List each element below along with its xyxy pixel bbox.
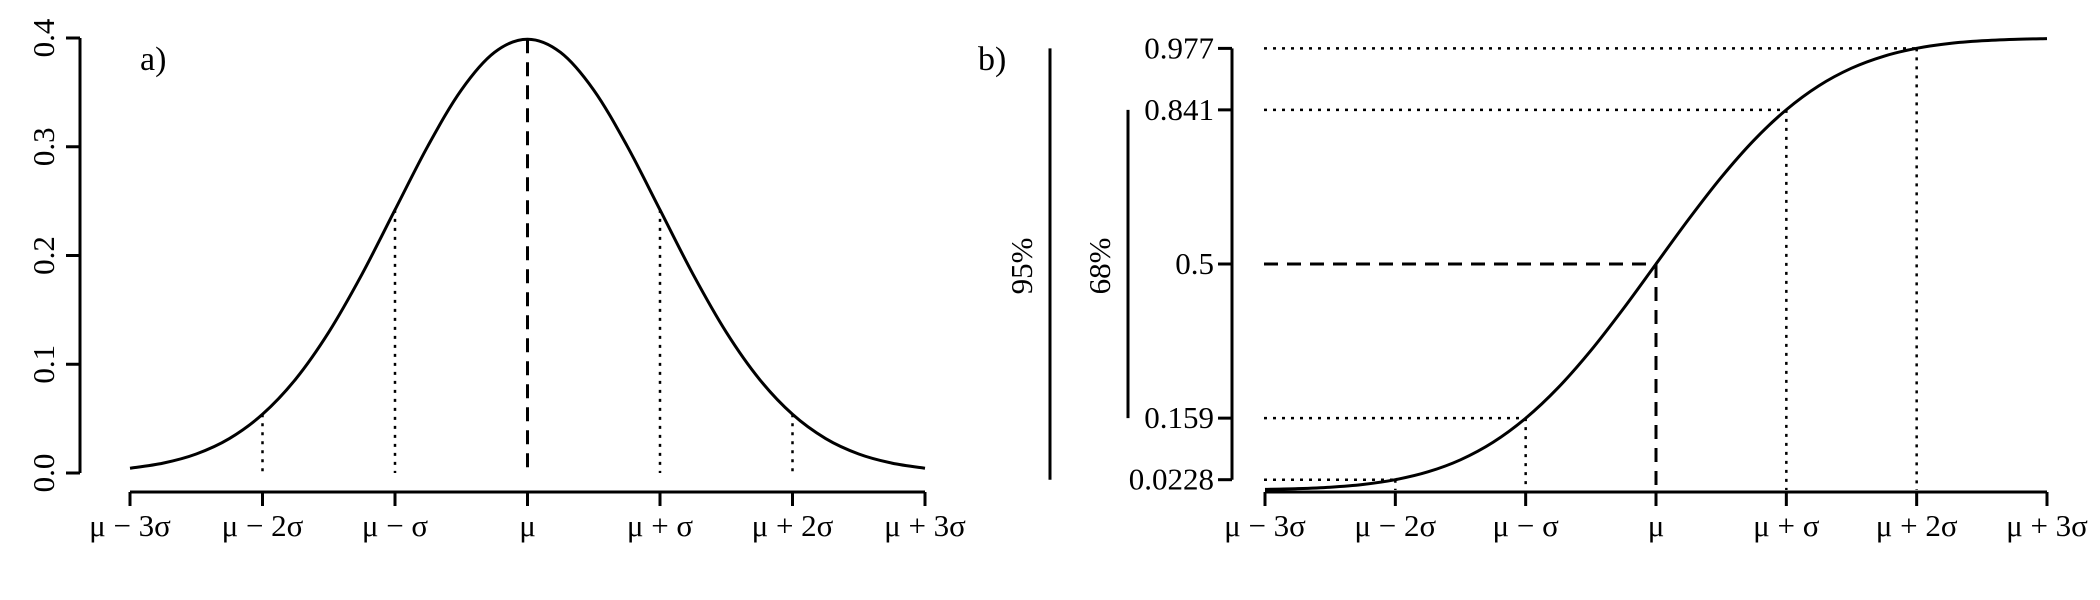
x-tick-label: μ − 2σ	[1354, 508, 1436, 543]
bracket-label: 68%	[1082, 238, 1117, 295]
panel-b-cdf-chart: b) μ − 3σ μ − 2σ μ − σ μ μ + σ μ + 2σ μ + 3σ 0.…	[978, 30, 2088, 543]
x-tick-label: μ + 2σ	[1876, 508, 1958, 543]
x-tick-label: μ + 2σ	[752, 508, 834, 543]
x-tick-label: μ	[519, 508, 536, 543]
x-tick-label: μ − 3σ	[89, 508, 171, 543]
pdf-curve	[129, 37, 926, 470]
cdf-curve	[1264, 37, 2048, 491]
x-tick-label: μ	[1648, 508, 1665, 543]
x-tick-label: μ + σ	[1753, 508, 1820, 543]
y-tick-label: 0.5	[1175, 246, 1214, 281]
y-tick-label: 0.0	[26, 454, 61, 493]
x-tick-label: μ − 3σ	[1224, 508, 1306, 543]
panel-a-pdf-chart: a) μ − 3σ μ − 2σ μ − σ μ μ + σ μ + 2σ μ + 3σ 0.…	[26, 18, 966, 543]
y-tick-label: 0.1	[26, 345, 61, 384]
x-tick-label: μ + 3σ	[884, 508, 966, 543]
y-tick-label: 0.3	[26, 127, 61, 166]
bracket-label: 95%	[1004, 238, 1039, 295]
x-tick-label: μ + σ	[627, 508, 694, 543]
y-tick-label: 0.4	[26, 18, 61, 57]
x-tick-label: μ + 3σ	[2006, 508, 2088, 543]
y-tick-label: 0.0228	[1129, 462, 1214, 497]
y-tick-label: 0.159	[1144, 400, 1214, 435]
panel-b-label: b)	[978, 41, 1006, 78]
x-tick-label: μ − σ	[1493, 508, 1560, 543]
y-tick-label: 0.841	[1144, 92, 1214, 127]
y-tick-label: 0.2	[26, 236, 61, 275]
y-tick-label: 0.977	[1144, 30, 1214, 65]
x-tick-label: μ − σ	[362, 508, 429, 543]
panel-a-label: a)	[140, 41, 166, 78]
x-tick-label: μ − 2σ	[222, 508, 304, 543]
